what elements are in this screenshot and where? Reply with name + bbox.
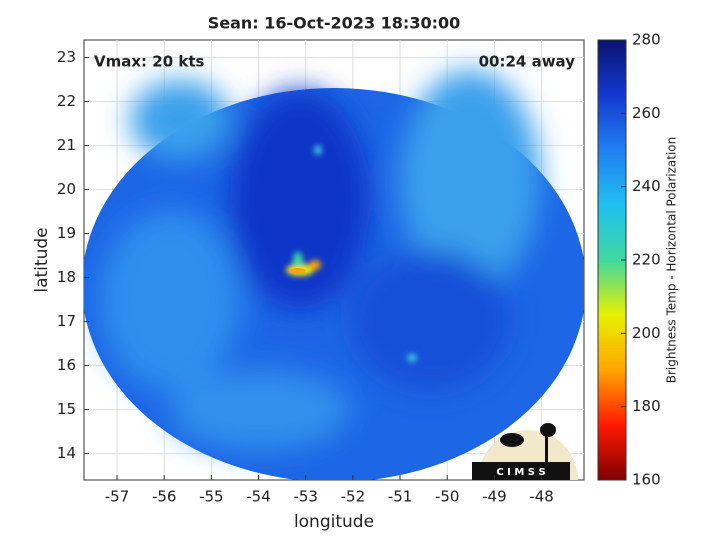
y-tick-label: 20 [57, 180, 76, 198]
y-tick-label: 18 [57, 268, 76, 286]
colorbar-tick-label: 240 [632, 177, 661, 195]
chart-title: Sean: 16-Oct-2023 18:30:00 [208, 14, 461, 33]
y-tick-label: 21 [57, 136, 76, 154]
y-tick-label: 22 [57, 92, 76, 110]
x-tick-label: -49 [482, 488, 507, 506]
annotation: 00:24 away [479, 53, 576, 71]
annotation: Vmax: 20 kts [94, 53, 204, 71]
colorbar-tick-label: 160 [632, 471, 661, 489]
colorbar-label: Brightness Temp - Horizontal Polarizatio… [665, 137, 679, 384]
x-tick-label: -52 [341, 488, 366, 506]
x-tick-label: -56 [152, 488, 177, 506]
x-axis-label: longitude [294, 512, 374, 532]
x-tick-label: -57 [105, 488, 130, 506]
colorbar-tick-label: 260 [632, 104, 661, 122]
x-tick-label: -48 [529, 488, 554, 506]
x-tick-label: -53 [293, 488, 318, 506]
colorbar-tick-label: 280 [632, 31, 661, 49]
y-axis-label: latitude [32, 227, 52, 292]
logo-text: C I M S S [496, 467, 545, 478]
y-tick-label: 16 [57, 356, 76, 374]
y-tick-label: 14 [57, 444, 76, 462]
y-tick-label: 23 [57, 48, 76, 66]
x-tick-label: -50 [435, 488, 460, 506]
x-tick-label: -55 [199, 488, 224, 506]
brightness-field [84, 70, 584, 480]
logo: C I M S S [472, 423, 578, 480]
y-tick-label: 15 [57, 400, 76, 418]
y-tick-label: 17 [57, 312, 76, 330]
y-tick-label: 19 [57, 224, 76, 242]
colorbar-tick-label: 220 [632, 251, 661, 269]
x-tick-label: -54 [246, 488, 271, 506]
colorbar-tick-label: 180 [632, 397, 661, 415]
x-tick-label: -51 [388, 488, 413, 506]
colorbar-tick-label: 200 [632, 324, 661, 342]
